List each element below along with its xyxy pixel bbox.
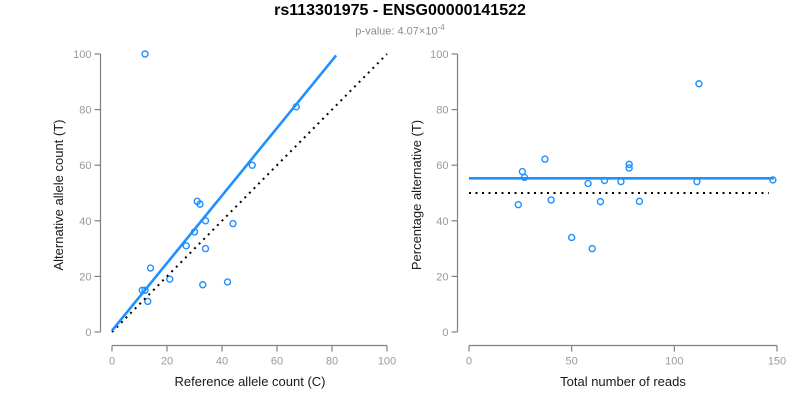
right-x-axis-label: Total number of reads <box>560 374 686 389</box>
y-tick-label: 20 <box>436 271 448 283</box>
data-point <box>201 244 210 253</box>
left-scatter-plot: 0 20 40 60 80 100 0 20 40 60 80 100 <box>73 49 396 368</box>
y-tick-label: 0 <box>85 327 91 339</box>
left-y-axis-label: Alternative allele count (T) <box>51 119 66 271</box>
identity-line <box>111 53 388 333</box>
y-tick-label: 100 <box>73 49 91 61</box>
data-point <box>635 197 644 206</box>
left-x-axis-label: Reference allele count (C) <box>174 374 326 389</box>
x-tick-label: 0 <box>466 356 472 368</box>
y-tick-label: 40 <box>79 216 91 228</box>
right-y-axis-label: Percentage alternative (T) <box>409 119 424 271</box>
y-tick-label: 40 <box>436 216 448 228</box>
data-point <box>625 160 633 169</box>
x-tick-label: 0 <box>109 356 115 368</box>
p-value-exponent: -4 <box>437 23 445 32</box>
data-point <box>223 278 232 286</box>
p-value-subtitle: p-value: 4.07×10-4 <box>0 23 800 38</box>
data-point <box>547 196 555 204</box>
data-point <box>141 50 149 58</box>
data-point <box>769 176 777 184</box>
data-point <box>199 281 207 289</box>
data-point <box>695 80 703 88</box>
data-point <box>588 244 596 253</box>
data-point <box>144 297 152 306</box>
data-point <box>146 264 155 272</box>
x-tick-label: 100 <box>378 356 396 368</box>
x-tick-label: 60 <box>271 356 283 368</box>
data-point <box>166 275 174 283</box>
y-tick-label: 60 <box>79 160 91 172</box>
data-point <box>625 164 633 172</box>
data-point <box>229 219 237 228</box>
x-tick-label: 150 <box>768 356 786 368</box>
data-point <box>248 161 256 169</box>
y-tick-label: 0 <box>442 327 448 339</box>
data-point <box>584 179 592 188</box>
x-tick-label: 80 <box>326 356 338 368</box>
y-tick-label: 80 <box>79 105 91 117</box>
y-tick-label: 20 <box>79 271 91 283</box>
x-tick-label: 40 <box>216 356 228 368</box>
data-point <box>141 286 149 294</box>
x-tick-label: 20 <box>161 356 173 368</box>
data-point <box>514 200 522 209</box>
p-value-text: p-value: 4.07×10 <box>355 25 438 38</box>
data-point <box>518 167 527 176</box>
x-tick-label: 50 <box>566 356 578 368</box>
data-point <box>541 155 549 163</box>
fit-line <box>110 54 338 332</box>
right-scatter-plot: 0 20 40 60 80 100 0 50 100 150 <box>430 49 786 368</box>
data-point <box>182 242 190 250</box>
x-tick-label: 100 <box>665 356 683 368</box>
data-point <box>567 233 576 242</box>
y-tick-label: 60 <box>436 160 448 172</box>
y-tick-label: 80 <box>436 105 448 117</box>
page-title: rs113301975 - ENSG00000141522 <box>274 2 526 19</box>
data-point <box>196 200 204 208</box>
y-tick-label: 100 <box>430 49 448 61</box>
data-point <box>596 197 605 206</box>
